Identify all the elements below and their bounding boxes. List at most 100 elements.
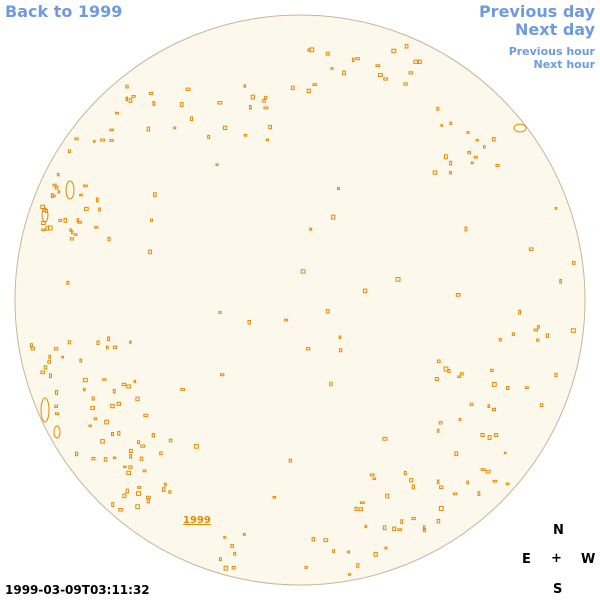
contour-mark: [54, 186, 59, 190]
year-link[interactable]: 1999: [183, 515, 211, 526]
next-hour-link[interactable]: Next hour: [533, 58, 596, 71]
contour-mark: [139, 456, 144, 461]
contour-mark: [84, 206, 89, 211]
contour-mark: [109, 128, 114, 132]
contour-mark: [54, 404, 58, 408]
contour-mark: [449, 160, 453, 166]
contour-mark: [146, 499, 151, 504]
back-to-year-link[interactable]: Back to 1999: [5, 2, 123, 21]
contour-mark: [247, 320, 251, 325]
contour-mark: [125, 84, 129, 89]
contour-mark: [403, 471, 407, 475]
contour-mark: [338, 335, 342, 339]
contour-mark: [528, 247, 534, 251]
contour-mark: [128, 465, 133, 469]
contour-mark: [383, 77, 388, 81]
contour-mark: [113, 456, 117, 460]
contour-mark: [572, 260, 576, 265]
contour-mark: [309, 47, 315, 53]
contour-mark: [135, 396, 140, 402]
contour-mark: [454, 451, 459, 457]
contour-mark: [142, 469, 147, 473]
contour-mark: [110, 403, 115, 409]
contour-mark: [126, 470, 132, 475]
contour-mark: [378, 73, 383, 77]
contour-mark: [54, 347, 59, 351]
contour-mark: [469, 402, 474, 406]
contour-mark: [63, 218, 68, 223]
contour-mark: [452, 492, 458, 496]
contour-mark: [168, 490, 172, 494]
contour-mark: [525, 386, 529, 389]
contour-mark: [323, 538, 329, 543]
contour-mark: [223, 565, 229, 571]
contour-mark: [129, 454, 133, 459]
contour-mark: [439, 485, 444, 490]
contour-mark: [231, 566, 236, 570]
contour-mark: [93, 417, 98, 421]
contour-mark: [217, 101, 223, 105]
contour-mark: [79, 358, 83, 363]
contour-mark: [346, 550, 351, 554]
contour-mark: [470, 161, 474, 165]
contour-mark: [284, 318, 289, 322]
contour-mark: [404, 44, 409, 49]
contour-mark: [545, 333, 549, 338]
contour-mark: [66, 280, 70, 285]
contour-mark: [111, 502, 115, 507]
contour-mark: [447, 369, 451, 374]
contour-mark: [483, 145, 486, 149]
contour-mark: [121, 382, 127, 387]
contour-mark: [122, 493, 127, 499]
contour-mark: [444, 154, 448, 160]
contour-mark: [137, 440, 141, 445]
contour-mark: [342, 70, 347, 76]
contour-mark: [243, 133, 248, 137]
previous-hour-link[interactable]: Previous hour: [508, 45, 595, 58]
contour-mark: [233, 552, 237, 556]
next-day-link[interactable]: Next day: [515, 20, 595, 39]
contour-mark: [382, 436, 388, 441]
contour-mark: [395, 277, 401, 282]
contour-loop: [65, 180, 75, 200]
contour-mark: [243, 84, 246, 88]
contour-mark: [74, 137, 79, 141]
contour-mark: [364, 524, 368, 529]
contour-mark: [432, 170, 438, 175]
contour-mark: [111, 432, 114, 436]
previous-day-link[interactable]: Previous day: [478, 2, 595, 21]
contour-mark: [168, 438, 173, 443]
contour-mark: [55, 412, 60, 416]
contour-mark: [506, 386, 510, 390]
contour-mark: [369, 473, 375, 477]
contour-mark: [148, 249, 152, 255]
contour-mark: [96, 340, 100, 345]
contour-mark: [230, 544, 234, 548]
contour-mark: [262, 99, 266, 103]
contour-mark: [125, 96, 128, 102]
contour-mark: [242, 532, 246, 536]
contour-mark: [98, 207, 101, 212]
contour-mark: [355, 57, 360, 61]
contour-mark: [458, 417, 462, 422]
contour-mark: [79, 193, 83, 197]
contour-mark: [116, 401, 122, 406]
contour-mark: [222, 125, 228, 131]
contour-mark: [436, 518, 441, 524]
contour-mark: [263, 96, 268, 100]
contour-mark: [288, 458, 293, 463]
contour-mark: [348, 573, 352, 576]
contour-mark: [384, 546, 388, 550]
contour-mark: [436, 359, 441, 364]
contour-mark: [70, 230, 74, 235]
contour-mark: [100, 439, 105, 444]
contour-mark: [485, 469, 491, 474]
contour-mark: [536, 338, 540, 342]
compass-center: +: [551, 551, 562, 566]
contour-mark: [436, 428, 440, 433]
contour-mark: [220, 373, 225, 377]
contour-mark: [76, 218, 80, 223]
contour-mark: [358, 507, 363, 512]
contour-mark: [164, 482, 167, 487]
contour-mark: [272, 496, 277, 499]
